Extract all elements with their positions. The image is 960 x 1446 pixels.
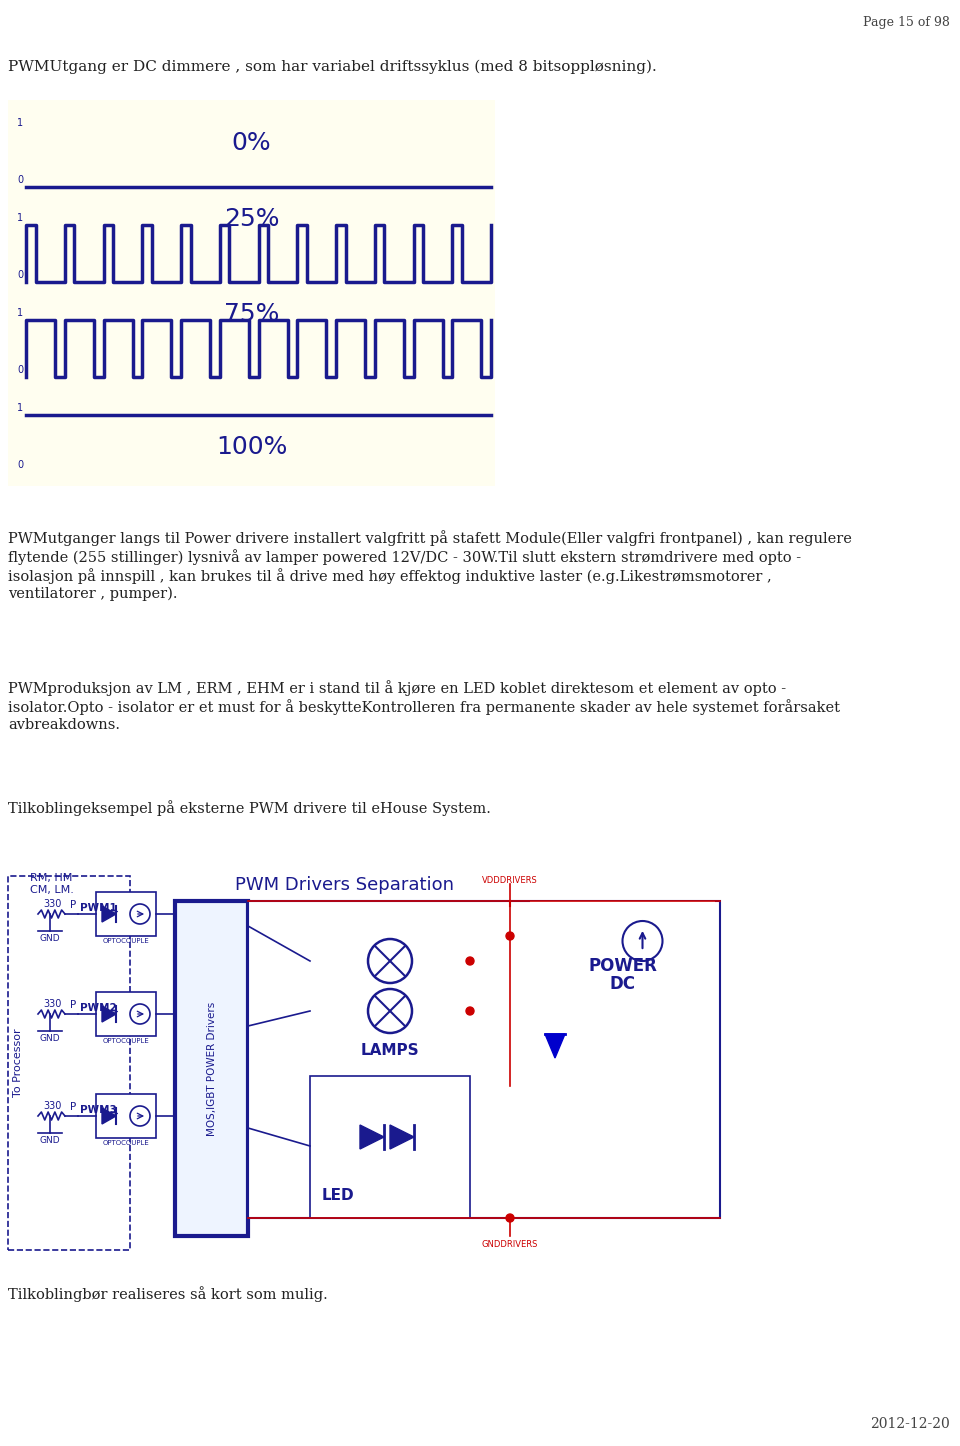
Bar — [175, 901, 248, 1236]
Text: ventilatorer , pumper).: ventilatorer , pumper). — [8, 587, 178, 602]
Polygon shape — [102, 1108, 116, 1124]
Polygon shape — [390, 1125, 414, 1150]
Text: P: P — [70, 1102, 76, 1112]
Bar — [248, 901, 720, 1218]
Circle shape — [368, 938, 412, 983]
Text: GNDDRIVERS: GNDDRIVERS — [482, 1241, 539, 1249]
Text: Tilkoblingeksempel på eksterne PWM drivere til eHouse System.: Tilkoblingeksempel på eksterne PWM drive… — [8, 800, 491, 816]
Circle shape — [130, 904, 150, 924]
Text: LAMPS: LAMPS — [361, 1043, 420, 1058]
Text: GND: GND — [39, 1034, 60, 1043]
Text: 0: 0 — [17, 364, 23, 375]
Text: 0: 0 — [17, 175, 23, 185]
Text: 0: 0 — [17, 270, 23, 281]
Text: PWM2: PWM2 — [80, 1004, 117, 1014]
Circle shape — [466, 1006, 474, 1015]
Text: 2012-12-20: 2012-12-20 — [871, 1417, 950, 1432]
Text: 1: 1 — [17, 308, 23, 318]
Text: OPTOCOUPLE: OPTOCOUPLE — [103, 1139, 150, 1147]
Text: OPTOCOUPLE: OPTOCOUPLE — [103, 938, 150, 944]
Polygon shape — [102, 1006, 116, 1022]
Text: isolator.Opto - isolator er et must for å beskytteKontrolleren fra permanente sk: isolator.Opto - isolator er et must for … — [8, 698, 840, 714]
Text: CM, LM.: CM, LM. — [30, 885, 74, 895]
Text: GND: GND — [39, 934, 60, 943]
Text: DC: DC — [610, 975, 636, 993]
Text: 100%: 100% — [216, 435, 287, 460]
Bar — [310, 907, 470, 1076]
Text: RM, HM: RM, HM — [30, 873, 72, 884]
Circle shape — [506, 933, 514, 940]
Text: Page 15 of 98: Page 15 of 98 — [863, 16, 950, 29]
Text: 1: 1 — [17, 403, 23, 414]
Text: P: P — [70, 1001, 76, 1009]
Bar — [8, 100, 495, 486]
Circle shape — [130, 1004, 150, 1024]
Circle shape — [368, 989, 412, 1032]
Text: OPTOCOUPLE: OPTOCOUPLE — [103, 1038, 150, 1044]
Text: 0%: 0% — [231, 132, 272, 156]
Text: PWMproduksjon av LM , ERM , EHM er i stand til å kjøre en LED koblet direktesom : PWMproduksjon av LM , ERM , EHM er i sta… — [8, 680, 786, 696]
Text: flytende (255 stillinger) lysnivå av lamper powered 12V/DC - 30W.Til slutt ekste: flytende (255 stillinger) lysnivå av lam… — [8, 549, 802, 565]
Text: 330: 330 — [43, 899, 61, 910]
Circle shape — [622, 921, 662, 962]
Text: 0: 0 — [17, 460, 23, 470]
Text: VDDDRIVERS: VDDDRIVERS — [482, 876, 538, 885]
Bar — [96, 892, 156, 936]
Text: P: P — [70, 899, 76, 910]
Circle shape — [130, 1106, 150, 1126]
Text: PWM1: PWM1 — [80, 902, 117, 912]
Text: PWM3: PWM3 — [80, 1105, 117, 1115]
Text: 25%: 25% — [224, 207, 279, 231]
Bar — [310, 1076, 470, 1218]
Polygon shape — [360, 1125, 384, 1150]
Text: PWMUtgang er DC dimmere , som har variabel driftssyklus (med 8 bitsoppløsning).: PWMUtgang er DC dimmere , som har variab… — [8, 59, 657, 74]
Text: LED: LED — [322, 1189, 354, 1203]
Text: POWER: POWER — [588, 957, 657, 975]
Text: isolasjon på innspill , kan brukes til å drive med høy effektog induktive laster: isolasjon på innspill , kan brukes til å… — [8, 568, 772, 584]
Text: MOS,IGBT POWER Drivers: MOS,IGBT POWER Drivers — [206, 1002, 217, 1135]
Text: To Processor: To Processor — [13, 1028, 23, 1098]
Circle shape — [506, 1215, 514, 1222]
Bar — [530, 901, 715, 1086]
Circle shape — [466, 957, 474, 964]
Bar — [96, 1095, 156, 1138]
Text: PWMutganger langs til Power drivere installert valgfritt på stafett Module(Eller: PWMutganger langs til Power drivere inst… — [8, 531, 852, 547]
Text: avbreakdowns.: avbreakdowns. — [8, 719, 120, 732]
Text: GND: GND — [39, 1137, 60, 1145]
Bar — [8, 876, 130, 1249]
Text: Tilkoblingbør realiseres så kort som mulig.: Tilkoblingbør realiseres så kort som mul… — [8, 1285, 327, 1301]
Text: 1: 1 — [17, 119, 23, 129]
Text: 75%: 75% — [224, 302, 279, 325]
Bar — [96, 992, 156, 1035]
Text: 330: 330 — [43, 1100, 61, 1111]
Polygon shape — [102, 907, 116, 923]
Text: PWM Drivers Separation: PWM Drivers Separation — [235, 876, 454, 894]
Text: 330: 330 — [43, 999, 61, 1009]
Polygon shape — [545, 1034, 565, 1058]
Text: 1: 1 — [17, 213, 23, 223]
